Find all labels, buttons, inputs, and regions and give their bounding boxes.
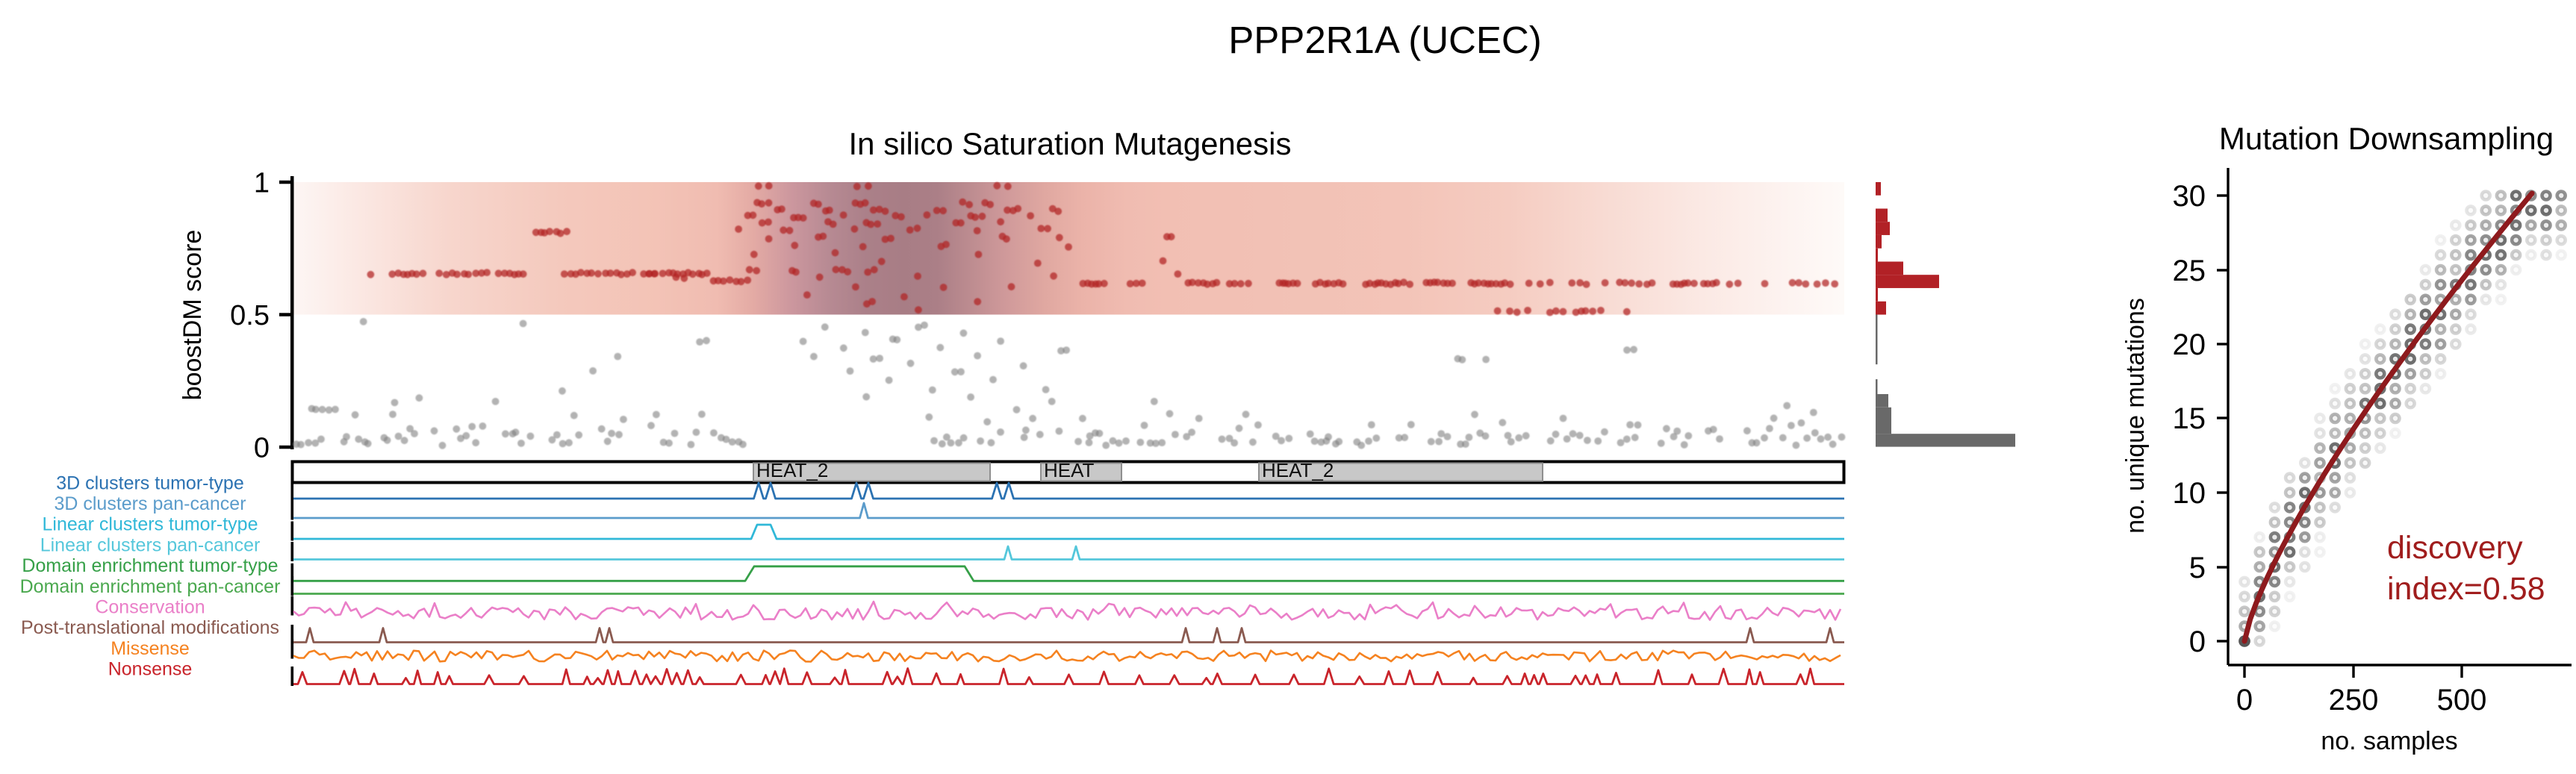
svg-text:PPP2R1A (UCEC): PPP2R1A (UCEC) <box>1228 19 1541 61</box>
svg-text:Linear clusters tumor-type: Linear clusters tumor-type <box>42 514 258 535</box>
svg-text:0.5: 0.5 <box>230 300 270 331</box>
svg-text:20: 20 <box>2173 328 2206 361</box>
svg-text:Mutation Downsampling: Mutation Downsampling <box>2219 121 2554 156</box>
svg-text:In silico Saturation Mutagenes: In silico Saturation Mutagenesis <box>849 126 1292 161</box>
svg-text:0: 0 <box>2236 684 2253 717</box>
svg-text:index=0.58: index=0.58 <box>2387 571 2545 607</box>
svg-text:10: 10 <box>2173 477 2206 510</box>
svg-text:0: 0 <box>254 433 270 464</box>
svg-text:30: 30 <box>2173 180 2206 213</box>
svg-text:Missense: Missense <box>111 638 190 659</box>
svg-text:HEAT: HEAT <box>1044 459 1095 481</box>
svg-text:250: 250 <box>2329 684 2379 717</box>
svg-text:15: 15 <box>2173 402 2206 435</box>
svg-text:Domain enrichment pan-cancer: Domain enrichment pan-cancer <box>20 576 281 597</box>
svg-text:500: 500 <box>2437 684 2487 717</box>
svg-text:Conservation: Conservation <box>95 597 205 618</box>
svg-text:0: 0 <box>2189 625 2206 658</box>
svg-text:Domain enrichment tumor-type: Domain enrichment tumor-type <box>22 555 278 576</box>
svg-text:no. unique mutations: no. unique mutations <box>2121 298 2150 534</box>
svg-text:Linear clusters pan-cancer: Linear clusters pan-cancer <box>40 534 261 555</box>
svg-text:Post-translational modificatio: Post-translational modifications <box>21 617 279 638</box>
svg-text:no. samples: no. samples <box>2321 727 2457 755</box>
svg-text:3D clusters pan-cancer: 3D clusters pan-cancer <box>54 493 246 514</box>
svg-text:1: 1 <box>254 168 270 199</box>
svg-text:HEAT_2: HEAT_2 <box>1262 459 1334 481</box>
svg-text:3D clusters tumor-type: 3D clusters tumor-type <box>56 472 243 493</box>
svg-text:5: 5 <box>2189 552 2206 584</box>
svg-text:Nonsense: Nonsense <box>108 659 193 680</box>
svg-text:discovery: discovery <box>2387 530 2523 566</box>
svg-text:boostDM score: boostDM score <box>178 230 207 401</box>
svg-text:25: 25 <box>2173 255 2206 287</box>
svg-text:HEAT_2: HEAT_2 <box>756 459 828 481</box>
